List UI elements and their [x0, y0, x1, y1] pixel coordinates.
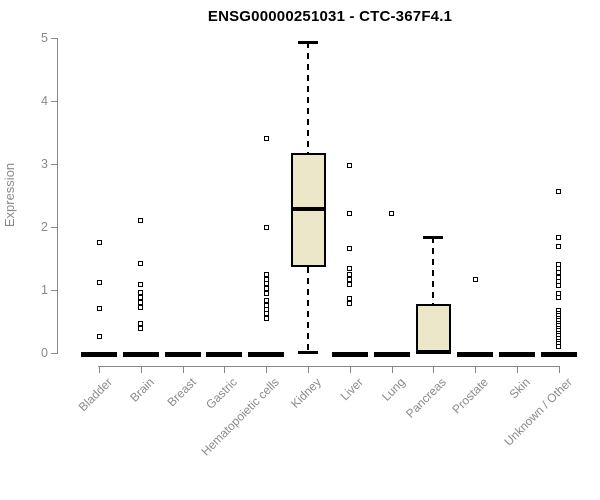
y-axis-tick-label: 0	[41, 346, 48, 360]
y-axis-tick	[51, 38, 57, 39]
box-collapsed-skin	[499, 351, 535, 357]
outlier-point	[347, 276, 353, 282]
box-collapsed-bladder	[81, 351, 117, 357]
outlier-point	[138, 295, 144, 301]
y-axis-line	[57, 38, 58, 354]
y-axis-tick	[51, 353, 57, 354]
x-axis-tick	[140, 366, 142, 373]
outlier-point	[138, 320, 144, 326]
outlier-point	[556, 283, 562, 289]
outlier-point	[263, 281, 269, 287]
y-axis-tick-label: 4	[41, 94, 48, 108]
upper-whisker-cap-kidney	[298, 40, 318, 44]
outlier-point	[138, 290, 144, 296]
y-axis-tick-label: 3	[41, 157, 48, 171]
x-axis-tick	[182, 366, 184, 373]
box-pancreas	[415, 303, 451, 353]
y-axis-label: Expression	[2, 162, 17, 228]
y-axis-tick-label: 2	[41, 220, 48, 234]
outlier-point	[389, 211, 395, 217]
outlier-point	[138, 218, 144, 224]
outlier-point	[138, 325, 144, 331]
outlier-point	[347, 296, 353, 302]
outlier-point	[556, 244, 562, 250]
upper-whisker-cap-pancreas	[423, 236, 444, 240]
outlier-point	[347, 271, 353, 277]
upper-whisker-kidney	[307, 41, 309, 154]
x-axis-tick	[349, 366, 351, 373]
box-collapsed-liver	[331, 351, 368, 357]
lower-whisker-kidney	[307, 266, 309, 352]
outlier-point	[347, 211, 353, 217]
box-collapsed-gastric	[206, 351, 243, 357]
box-collapsed-hematopoietic-cells	[248, 351, 285, 357]
x-axis-tick	[99, 366, 100, 373]
outlier-point	[347, 266, 353, 272]
outlier-point	[96, 279, 102, 285]
box-collapsed-lung	[373, 351, 410, 357]
y-axis-tick	[51, 227, 57, 228]
y-axis-tick	[51, 164, 57, 165]
outlier-point	[472, 277, 478, 283]
box-collapsed-breast	[164, 351, 201, 357]
y-axis-tick	[51, 101, 57, 102]
x-axis-tick	[308, 366, 309, 373]
outlier-point	[347, 301, 353, 307]
x-axis-tick	[558, 366, 560, 373]
median-line-kidney	[290, 207, 326, 212]
x-axis-tick	[266, 366, 268, 373]
outlier-point	[96, 306, 102, 312]
box-collapsed-prostate	[457, 351, 494, 357]
x-axis-tick	[433, 366, 435, 373]
x-axis-line	[98, 366, 560, 367]
outlier-point	[263, 290, 269, 296]
outlier-point	[138, 282, 144, 288]
box-collapsed-unknown-other	[540, 351, 577, 357]
upper-whisker-pancreas	[432, 237, 435, 304]
outlier-point	[138, 261, 144, 267]
x-axis-tick	[475, 366, 477, 373]
outlier-point	[556, 295, 562, 301]
outlier-point	[138, 300, 144, 306]
outlier-point	[263, 224, 269, 230]
x-axis-tick	[391, 366, 393, 373]
x-axis-tick	[224, 366, 226, 373]
median-line-pancreas	[415, 349, 451, 354]
y-axis-tick-label: 5	[41, 31, 48, 45]
outlier-point	[96, 334, 102, 340]
chart-title: ENSG00000251031 - CTC-367F4.1	[207, 8, 453, 25]
outlier-point	[347, 162, 353, 168]
y-axis-tick-label: 1	[41, 283, 48, 297]
x-axis-tick	[517, 366, 518, 373]
outlier-point	[556, 343, 562, 349]
outlier-point	[138, 305, 144, 311]
outlier-point	[347, 245, 353, 251]
outlier-point	[263, 136, 269, 142]
outlier-point	[263, 315, 269, 321]
outlier-point	[347, 282, 353, 288]
outlier-point	[96, 239, 102, 245]
lower-whisker-cap-kidney	[298, 350, 318, 354]
y-axis-tick	[51, 290, 57, 291]
outlier-point	[556, 235, 562, 241]
box-collapsed-brain	[122, 351, 159, 357]
outlier-point	[556, 189, 562, 195]
